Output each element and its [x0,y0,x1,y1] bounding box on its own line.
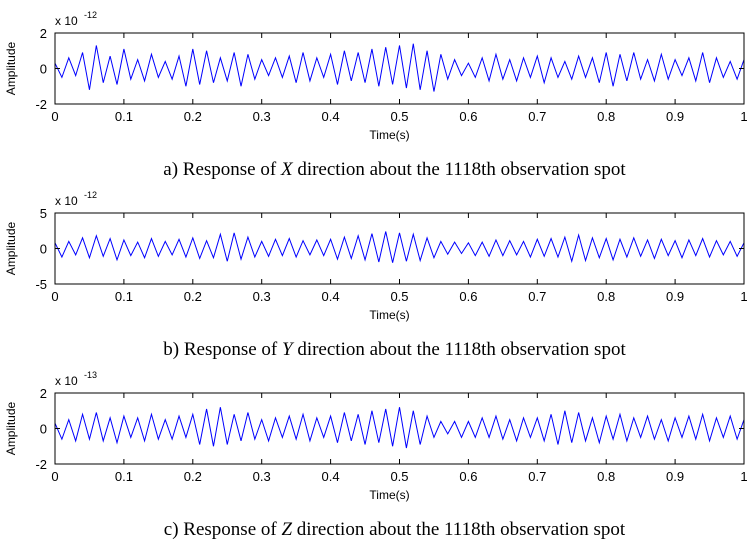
signal-line [54,231,745,264]
caption-prefix: b) Response of [163,339,282,360]
x-tick-label: 0.4 [322,109,340,124]
x-tick-label: 0.7 [528,469,546,484]
x-tick-label: 0.6 [459,469,477,484]
y-tick-label: 0 [40,62,47,77]
caption: b) Response of Y direction about the 111… [163,339,626,360]
x-tick-label: 0 [51,289,58,304]
x-tick-label: 0.1 [115,109,133,124]
subplot: 0 0.1 0.2 0.3 0.4 0.5 0.6 0.7 0.8 0.9 1 -2 0 2 Time(s)… [4,370,748,540]
y-exponent: -12 [84,10,97,20]
plot-area [55,33,744,104]
x-tick-label: 0 [51,109,58,124]
x-axis-label: Time(s) [369,128,409,142]
y-tick-label: 5 [40,206,47,221]
x-tick-label: 0 [51,469,58,484]
x-tick-label: 0.4 [322,469,340,484]
plot-area [55,213,744,284]
x-tick-label: 1 [740,289,747,304]
caption-variable: X [280,159,294,180]
y-axis-label: Amplitude [4,222,18,276]
y-axis-label: Amplitude [4,42,18,96]
x-tick-label: 0.8 [597,469,615,484]
caption-suffix: direction about the 1118th observation s… [293,339,627,360]
y-tick-label: 0 [40,242,47,257]
x-tick-label: 0.9 [666,289,684,304]
x-tick-label: 0.5 [390,289,408,304]
caption-variable: Z [281,519,292,540]
x-tick-label: 0.3 [253,469,271,484]
y-multiplier: x 10 [55,14,78,28]
y-tick-label: 0 [40,422,47,437]
x-tick-label: 0.3 [253,289,271,304]
x-tick-label: 0.6 [459,109,477,124]
x-tick-label: 0.2 [184,109,202,124]
y-tick-label: 2 [40,26,47,41]
x-tick-label: 0.9 [666,109,684,124]
x-tick-label: 0.7 [528,109,546,124]
x-tick-label: 0.2 [184,469,202,484]
caption: c) Response of Z direction about the 111… [164,519,626,540]
y-exponent: -12 [84,190,97,200]
caption: a) Response of X direction about the 111… [163,159,626,180]
x-tick-label: 0.6 [459,289,477,304]
subplot: 0 0.1 0.2 0.3 0.4 0.5 0.6 0.7 0.8 0.9 1 -2 0 2 Time(s)… [4,10,748,180]
x-tick-label: 0.9 [666,469,684,484]
y-exponent: -13 [84,370,97,380]
x-tick-label: 0.5 [390,109,408,124]
y-tick-label: -2 [35,457,47,472]
y-tick-label: -2 [35,97,47,112]
signal-line [54,407,745,449]
x-tick-label: 0.5 [390,469,408,484]
x-tick-label: 0.1 [115,289,133,304]
x-axis-label: Time(s) [369,308,409,322]
y-multiplier: x 10 [55,374,78,388]
x-tick-label: 0.8 [597,289,615,304]
y-axis-label: Amplitude [4,402,18,456]
x-tick-label: 0.4 [322,289,340,304]
x-tick-label: 0.8 [597,109,615,124]
caption-variable: Y [282,339,295,360]
y-tick-label: 2 [40,386,47,401]
x-tick-label: 1 [740,109,747,124]
subplot: 0 0.1 0.2 0.3 0.4 0.5 0.6 0.7 0.8 0.9 1 -5 0 5 Time(s)… [4,190,748,360]
x-axis-label: Time(s) [369,488,409,502]
x-tick-label: 1 [740,469,747,484]
y-multiplier: x 10 [55,194,78,208]
caption-suffix: direction about the 1118th observation s… [293,159,627,180]
caption-prefix: a) Response of [163,159,281,180]
caption-prefix: c) Response of [164,519,282,540]
x-tick-label: 0.7 [528,289,546,304]
y-tick-label: -5 [35,277,47,292]
caption-suffix: direction about the 1118th observation s… [292,519,626,540]
signal-line [54,43,745,92]
plot-area [55,393,744,464]
x-tick-label: 0.2 [184,289,202,304]
x-tick-label: 0.3 [253,109,271,124]
x-tick-label: 0.1 [115,469,133,484]
